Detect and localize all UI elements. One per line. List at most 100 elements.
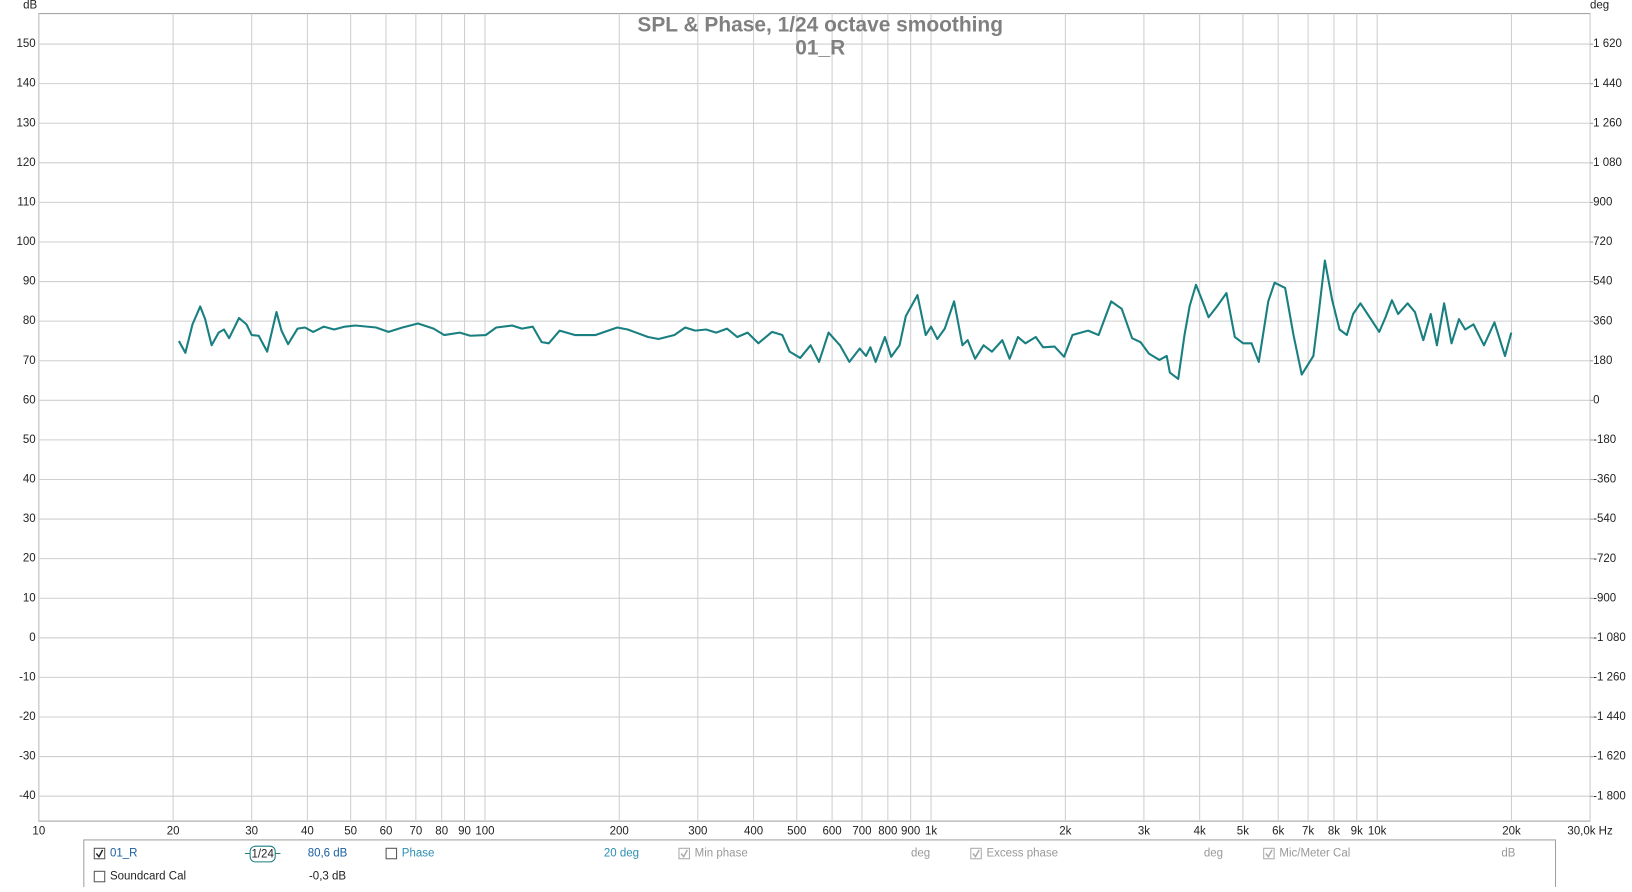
smoothing-box[interactable] [249, 845, 276, 863]
x-tick-label: 1k [925, 826, 937, 838]
check-mark [1265, 849, 1273, 858]
checkbox[interactable] [93, 847, 106, 860]
x-tick-label: 60 [380, 826, 393, 838]
y-tick-label: 140 [17, 78, 36, 90]
x-tick-label: 500 [787, 826, 806, 838]
plot-area [38, 13, 1591, 822]
checkbox[interactable] [970, 847, 982, 860]
x-tick-label: 300 [688, 826, 707, 838]
x-tick-label: 30 [245, 826, 258, 838]
y2-tick-label: 720 [1593, 236, 1612, 248]
y2-tick-label: 0 [1593, 394, 1599, 406]
y-tick-label: 130 [17, 117, 36, 129]
x-tick-label: 80 [435, 826, 448, 838]
y2-tick-label: 180 [1593, 355, 1612, 367]
y-unit: dB [23, 0, 37, 11]
x-tick-label: 3k [1138, 826, 1150, 838]
y-tick-label: 50 [23, 434, 36, 446]
check-mark [680, 849, 688, 858]
checkbox[interactable] [93, 870, 106, 883]
y-tick-label: -30 [19, 751, 36, 763]
y-tick-label: 100 [17, 236, 36, 248]
x-tick-label: 800 [878, 826, 897, 838]
y-tick-label: 70 [23, 355, 36, 367]
x-tick-label: 100 [475, 826, 494, 838]
checkbox[interactable] [678, 847, 690, 860]
x-tick-label: 5k [1237, 826, 1249, 838]
y-tick-label: 40 [23, 474, 36, 486]
panel-label: Excess phase [986, 848, 1058, 860]
x-tick-label: 700 [852, 826, 871, 838]
panel-value: -0,3 dB [309, 871, 346, 883]
panel-items: 01_R Soundcard Cal Phase Min phase Excess ph… [93, 847, 1516, 883]
y-tick-label: 150 [17, 38, 36, 50]
legend-panel [83, 839, 1557, 891]
x-tick-label: 30,0k Hz [1567, 826, 1613, 838]
panel-label: Soundcard Cal [110, 871, 186, 883]
y-tick-label: 20 [23, 553, 36, 565]
y2-tick-label: 1 080 [1593, 157, 1622, 169]
panel-label: Min phase [695, 848, 748, 860]
panel-label: Phase [402, 848, 435, 860]
y-tick-label: 90 [23, 276, 36, 288]
x-tick-label: 600 [822, 826, 841, 838]
x-tick-label: 6k [1272, 826, 1284, 838]
chart-subtitle: 01_R [795, 37, 845, 60]
y2-tick-label: -1 620 [1593, 751, 1626, 763]
panel-value: 80,6 dB [308, 848, 348, 860]
x-tick-label: 7k [1302, 826, 1314, 838]
y2-tick-label: 1 260 [1593, 117, 1622, 129]
x-tick-label: 2k [1059, 826, 1071, 838]
panel-label: Mic/Meter Cal [1279, 848, 1350, 860]
x-tick-label: 10k [1368, 826, 1387, 838]
y2-tick-label: -720 [1593, 553, 1616, 565]
x-tick-label: 40 [301, 826, 314, 838]
x-tick-label: 8k [1328, 826, 1340, 838]
y2-tick-label: -1 800 [1593, 790, 1626, 802]
y2-tick-label: -360 [1593, 474, 1616, 486]
spl-line [177, 259, 1513, 381]
check-mark [95, 849, 104, 858]
panel-label: 01_R [110, 848, 137, 860]
x-tick-label: 400 [744, 826, 763, 838]
y-tick-label: -10 [19, 671, 36, 683]
checkbox[interactable] [385, 847, 398, 860]
y2-unit: deg [1590, 0, 1609, 11]
x-tick-label: 4k [1194, 826, 1206, 838]
y2-tick-label: -180 [1593, 434, 1616, 446]
x-tick-label: 9k [1351, 826, 1363, 838]
x-tick-label: 900 [901, 826, 920, 838]
y2-tick-label: -1 260 [1593, 672, 1626, 684]
x-tick-label: 10 [32, 826, 45, 838]
y-tick-label: 30 [23, 513, 36, 525]
y-tick-label: -40 [19, 790, 36, 802]
checkbox[interactable] [1263, 847, 1275, 860]
panel-value: 20 deg [604, 848, 639, 860]
y-tick-label: 120 [17, 157, 36, 169]
y-tick-label: 80 [23, 315, 36, 327]
y-tick-label: 60 [23, 394, 36, 406]
y2-tick-label: -1 080 [1593, 632, 1626, 644]
chart-title: SPL & Phase, 1/24 octave smoothing [637, 14, 1003, 37]
y2-tick-label: -1 440 [1593, 711, 1626, 723]
y2-tick-label: -540 [1593, 513, 1616, 525]
x-tick-label: 50 [344, 826, 357, 838]
panel-value: 1/24 [251, 849, 274, 861]
y2-tick-label: 900 [1593, 197, 1612, 209]
check-mark [972, 849, 980, 858]
y2-tick-label: 1 620 [1593, 38, 1622, 50]
y2-tick-label: 540 [1593, 276, 1612, 288]
grid [38, 13, 1591, 822]
panel-value: dB [1501, 848, 1515, 860]
x-tick-label: 20 [167, 826, 180, 838]
x-tick-label: 70 [409, 826, 422, 838]
x-tick-label: 90 [458, 826, 471, 838]
x-tick-label: 200 [610, 826, 629, 838]
x-tick-label: 20k [1502, 826, 1521, 838]
lines [177, 259, 1513, 381]
y-tick-label: 0 [29, 632, 35, 644]
y2-tick-label: 360 [1593, 315, 1612, 327]
panel-value: deg [1204, 848, 1223, 860]
y2-tick-label: -900 [1593, 592, 1616, 604]
